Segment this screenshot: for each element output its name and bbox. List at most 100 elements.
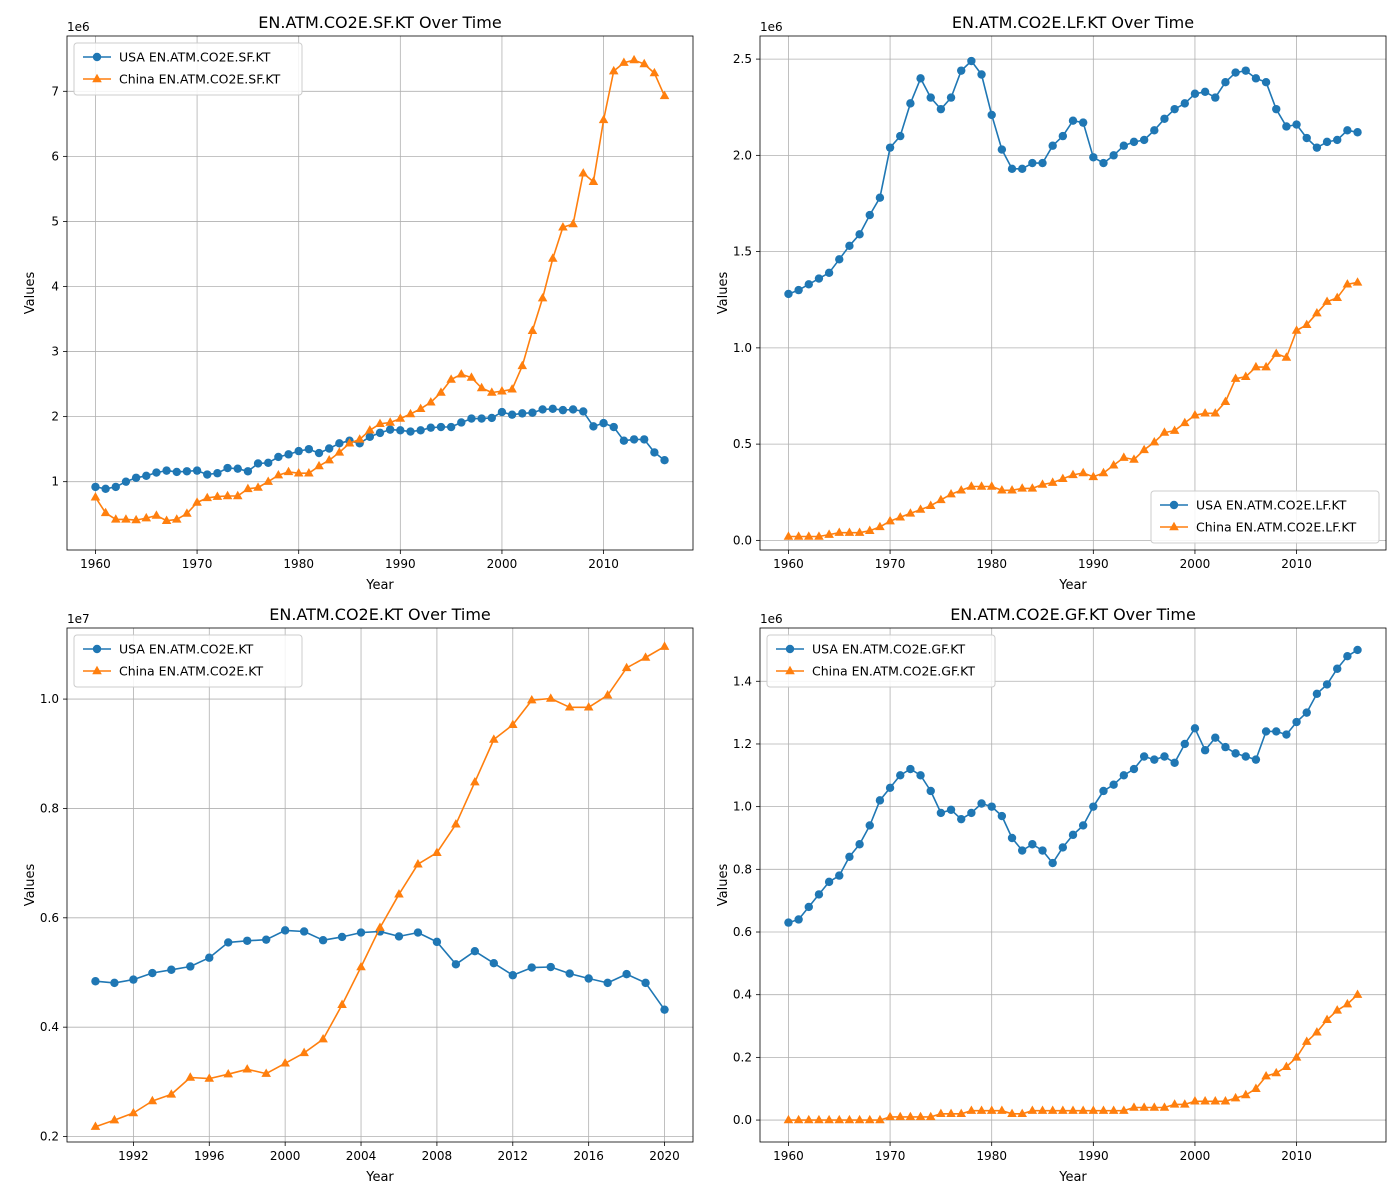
data-point bbox=[824, 529, 834, 538]
data-point bbox=[545, 693, 556, 702]
data-point bbox=[1098, 1105, 1109, 1114]
data-point bbox=[415, 403, 426, 413]
data-point bbox=[507, 384, 517, 393]
data-point bbox=[129, 975, 138, 984]
data-point bbox=[1017, 846, 1027, 855]
data-point bbox=[1200, 87, 1210, 97]
axes-frame bbox=[759, 35, 1387, 551]
data-point bbox=[446, 422, 456, 432]
data-point bbox=[477, 414, 486, 423]
data-point bbox=[280, 1058, 290, 1067]
y-axis-label: Values bbox=[23, 272, 38, 315]
data-point bbox=[253, 459, 263, 468]
data-point bbox=[1170, 104, 1179, 114]
data-point bbox=[906, 99, 915, 108]
data-point bbox=[997, 811, 1007, 821]
data-point bbox=[976, 1105, 987, 1114]
data-point bbox=[436, 387, 446, 396]
data-point bbox=[375, 428, 385, 438]
data-point bbox=[385, 417, 395, 426]
data-point bbox=[233, 464, 242, 473]
data-point bbox=[1027, 1105, 1038, 1114]
data-point bbox=[1058, 473, 1068, 482]
legend-label: USA EN.ATM.CO2E.SF.KT bbox=[119, 50, 271, 65]
y-tick-label: 5 bbox=[51, 214, 59, 228]
data-point bbox=[1312, 308, 1322, 317]
data-point bbox=[203, 470, 212, 479]
x-tick-label: 1970 bbox=[875, 1149, 906, 1163]
data-point bbox=[128, 1107, 139, 1117]
data-point bbox=[385, 425, 395, 434]
data-point bbox=[314, 460, 324, 470]
data-point bbox=[1109, 780, 1118, 789]
data-point bbox=[854, 1114, 865, 1124]
data-point bbox=[844, 527, 855, 536]
axis-offset-text: 1e6 bbox=[760, 20, 783, 34]
data-point bbox=[1190, 410, 1200, 419]
data-point bbox=[1048, 858, 1057, 868]
y-axis-label: Values bbox=[716, 864, 731, 907]
data-point bbox=[426, 397, 436, 406]
data-point bbox=[946, 805, 956, 814]
data-point bbox=[337, 999, 347, 1008]
data-point bbox=[1342, 998, 1353, 1008]
data-point bbox=[284, 450, 293, 459]
chart-panel-4: 1960 1970 1980 1990 2000 2010 0.0 0.2 0.4 0.6 0.8 1… bbox=[716, 605, 1387, 1185]
data-point bbox=[1129, 1102, 1139, 1111]
axes-frame bbox=[66, 627, 694, 1143]
data-point bbox=[1088, 1105, 1099, 1114]
data-point bbox=[413, 859, 423, 868]
chart-title: EN.ATM.CO2E.SF.KT Over Time bbox=[258, 13, 501, 32]
data-point bbox=[659, 641, 670, 650]
data-point bbox=[354, 434, 365, 443]
x-tick-label: 1960 bbox=[773, 557, 804, 571]
data-point bbox=[186, 962, 195, 971]
data-point bbox=[602, 690, 613, 699]
data-point bbox=[589, 422, 598, 431]
x-tick-label: 1996 bbox=[194, 1149, 225, 1163]
data-point bbox=[1231, 68, 1240, 77]
data-point bbox=[526, 694, 537, 704]
data-point bbox=[1221, 742, 1230, 752]
data-point bbox=[568, 218, 578, 228]
data-point bbox=[318, 1034, 328, 1043]
data-point bbox=[497, 407, 507, 417]
data-point bbox=[1139, 1102, 1149, 1111]
data-point bbox=[546, 962, 555, 972]
data-point bbox=[131, 473, 141, 482]
data-point bbox=[609, 422, 618, 432]
data-point bbox=[1352, 989, 1363, 998]
data-point bbox=[1211, 733, 1220, 742]
chart-panel-1: 1960 1970 1980 1990 2000 2010 1 2 3 4 5 6 7 EN.ATM.CO… bbox=[23, 13, 694, 593]
data-point bbox=[171, 514, 182, 523]
y-tick-label: 0.4 bbox=[40, 1020, 59, 1034]
data-point bbox=[1078, 467, 1088, 477]
data-point bbox=[293, 468, 304, 477]
data-point bbox=[223, 463, 232, 473]
y-tick-label: 2.0 bbox=[733, 148, 752, 162]
data-point bbox=[1027, 483, 1038, 492]
data-point bbox=[518, 409, 527, 418]
data-point bbox=[1119, 1105, 1129, 1114]
data-point bbox=[527, 325, 538, 334]
data-point bbox=[1353, 128, 1362, 137]
data-point bbox=[803, 1114, 814, 1124]
data-point bbox=[1301, 319, 1312, 328]
data-point bbox=[537, 293, 548, 302]
data-point bbox=[451, 960, 461, 969]
series-line-china bbox=[95, 645, 665, 1128]
data-point bbox=[1099, 786, 1108, 796]
chart-title: EN.ATM.CO2E.KT Over Time bbox=[269, 605, 491, 624]
data-point bbox=[324, 444, 334, 453]
data-point bbox=[232, 490, 243, 500]
data-point bbox=[1160, 752, 1169, 761]
data-point bbox=[299, 927, 309, 936]
data-point bbox=[977, 70, 986, 79]
data-point bbox=[976, 481, 987, 490]
y-tick-label: 0.0 bbox=[733, 1113, 752, 1127]
data-point bbox=[824, 877, 834, 887]
data-point bbox=[1353, 645, 1362, 655]
data-point bbox=[1210, 1096, 1221, 1105]
data-point bbox=[91, 482, 100, 492]
data-point bbox=[446, 374, 456, 383]
